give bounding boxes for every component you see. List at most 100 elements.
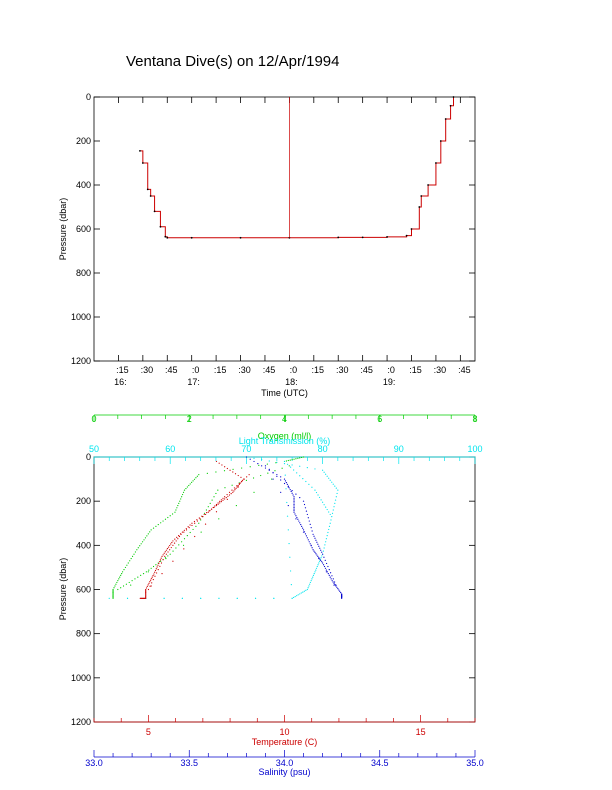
profile-point — [293, 497, 295, 499]
profile-point — [196, 475, 198, 477]
profile-point — [283, 478, 286, 480]
profile-point — [177, 538, 179, 540]
profile-point — [196, 520, 199, 522]
profile-point — [326, 571, 328, 573]
profile-point — [310, 544, 312, 546]
profile-point — [321, 551, 323, 553]
dive-profile-x-tick-label: :0 — [192, 365, 200, 375]
profile-point — [172, 550, 174, 552]
profile-point — [146, 585, 148, 588]
profile-point — [129, 560, 131, 562]
profile-point — [313, 535, 315, 537]
profile-point — [261, 459, 263, 461]
profile-point — [274, 470, 276, 472]
profile-point — [308, 541, 310, 543]
parameter-axis-tick-label: 35.0 — [466, 758, 484, 768]
profile-point — [155, 568, 157, 570]
profile-point — [271, 478, 273, 480]
profile-point — [318, 545, 320, 547]
profile-point — [131, 580, 133, 582]
profile-point — [194, 535, 196, 538]
profile-point — [159, 559, 162, 561]
profile-point — [232, 468, 234, 470]
profile-point — [291, 464, 293, 466]
profile-point — [203, 513, 205, 516]
profile-point — [167, 555, 169, 557]
profile-point — [307, 587, 309, 589]
profile-point — [204, 513, 207, 516]
profile-point — [316, 565, 318, 568]
profile-point — [185, 529, 188, 531]
profile-point — [112, 593, 114, 595]
parameter-axis-tick-label: 6 — [377, 414, 382, 424]
profile-point — [115, 583, 117, 585]
profile-point — [118, 578, 120, 580]
profile-point — [295, 518, 297, 520]
profile-point — [320, 499, 322, 501]
profile-point — [139, 597, 141, 599]
profile-point — [217, 489, 219, 491]
profile-point — [112, 590, 114, 592]
profile-point — [224, 487, 226, 489]
profile-point — [226, 493, 228, 496]
profile-point — [166, 548, 169, 550]
profile-point — [237, 485, 239, 487]
profile-point — [117, 588, 119, 591]
profile-point — [147, 533, 149, 535]
profile-point — [303, 531, 306, 533]
profile-point — [131, 555, 134, 557]
dive-profile-point — [410, 228, 413, 230]
profile-point — [144, 537, 147, 539]
profile-point — [320, 557, 322, 559]
profile-point — [299, 465, 301, 467]
profile-point — [245, 456, 247, 458]
profile-point — [325, 569, 328, 571]
water-properties-y-tick-label: 0 — [86, 452, 91, 462]
profile-point — [176, 536, 178, 538]
dive-profile-point — [361, 236, 364, 239]
profile-point — [328, 569, 330, 571]
profile-point — [322, 564, 325, 566]
profile-point — [289, 489, 291, 491]
profile-point — [236, 486, 238, 488]
profile-point — [130, 557, 132, 560]
profile-point — [313, 573, 315, 575]
profile-point — [280, 479, 282, 481]
dive-profile-y-tick-label: 0 — [86, 92, 91, 102]
profile-point — [333, 506, 335, 508]
profile-point — [114, 585, 116, 587]
profile-point — [215, 503, 218, 506]
profile-point — [167, 551, 169, 553]
profile-point — [162, 554, 164, 556]
parameter-axis-tick-label: 90 — [394, 444, 404, 454]
profile-point — [189, 531, 191, 534]
profile-point — [126, 564, 128, 566]
dive-profile-x-tick-label: :45 — [458, 365, 471, 375]
profile-point — [309, 583, 311, 585]
dive-profile-point — [159, 225, 162, 228]
profile-point — [316, 554, 318, 556]
profile-point — [317, 555, 319, 557]
profile-point — [302, 591, 304, 593]
profile-point — [150, 567, 152, 569]
dive-profile-x-tick-hour-label: 19: — [383, 377, 396, 387]
profile-point — [310, 527, 312, 529]
profile-point — [291, 492, 293, 494]
profile-point — [140, 574, 142, 576]
profile-point — [154, 571, 156, 573]
dive-profile-point — [439, 140, 442, 142]
profile-point — [284, 480, 287, 482]
profile-point — [213, 496, 215, 498]
profile-point — [183, 489, 186, 491]
profile-point — [331, 516, 333, 518]
profile-point — [238, 482, 240, 485]
profile-point — [312, 533, 314, 535]
profile-point — [267, 472, 269, 474]
profile-point — [155, 525, 157, 527]
profile-point — [117, 580, 119, 582]
parameter-axis-tick-label: 100 — [467, 444, 482, 454]
profile-point — [215, 504, 218, 507]
profile-point — [304, 507, 307, 509]
profile-point — [334, 485, 336, 487]
